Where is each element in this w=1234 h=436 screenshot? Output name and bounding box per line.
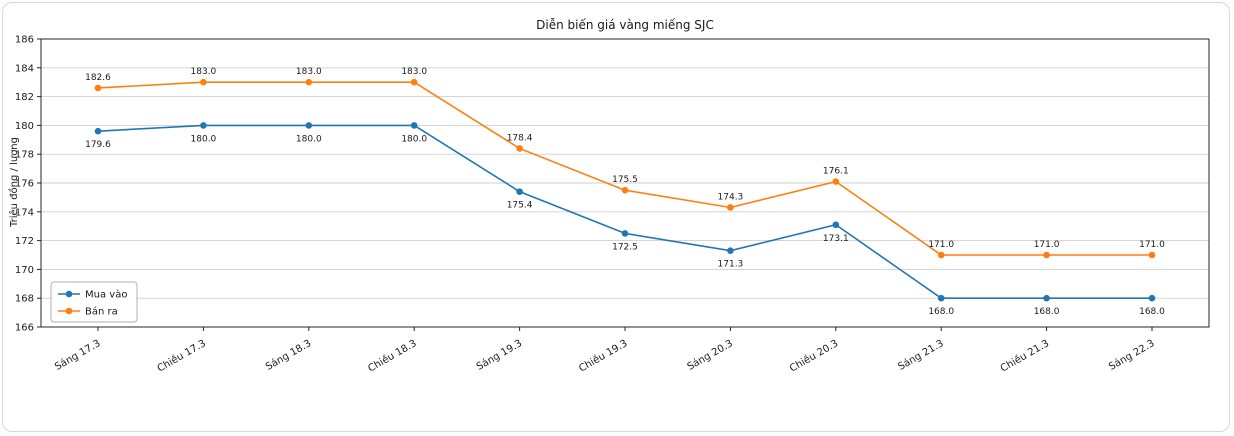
y-axis-title: Triệu đồng / lượng bbox=[8, 137, 20, 228]
y-axis: 166 168 170 172 174 176 178 180 182 184 186 bbox=[15, 35, 41, 334]
data-point-label: 178.4 bbox=[507, 133, 533, 143]
data-point-marker bbox=[937, 294, 945, 302]
y-tick-label: 182 bbox=[15, 92, 34, 103]
x-tick-label: Chiều 21.3 bbox=[998, 337, 1051, 374]
data-point-label: 180.0 bbox=[191, 134, 217, 144]
data-point-label: 183.0 bbox=[401, 67, 427, 77]
legend-box bbox=[50, 281, 138, 323]
x-tick-label: Chiều 18.3 bbox=[366, 337, 419, 374]
data-point-marker bbox=[94, 84, 102, 92]
plot-area: 166 168 170 172 174 176 178 180 182 184 186 Sáng 17… bbox=[15, 35, 1210, 375]
series-mua-vao: 179.6 180.0 180.0 180.0 175.4 172.5 171.3 173.1… bbox=[85, 122, 1165, 317]
x-tick-label: Chiều 20.3 bbox=[787, 337, 840, 374]
data-point-marker bbox=[1043, 294, 1050, 302]
legend-marker bbox=[65, 290, 73, 298]
data-point-label: 180.0 bbox=[401, 134, 427, 144]
data-point-label: 180.0 bbox=[296, 134, 322, 144]
data-point-label: 174.3 bbox=[718, 192, 744, 202]
legend-label: Mua vào bbox=[85, 289, 127, 301]
data-point-label: 183.0 bbox=[191, 67, 217, 77]
data-point-marker bbox=[1148, 294, 1156, 302]
x-axis: Sáng 17.3 Chiều 17.3 Sáng 18.3 Chiều 18.3 Sá… bbox=[53, 327, 1157, 375]
data-point-label: 168.0 bbox=[1139, 307, 1165, 317]
data-point-marker bbox=[516, 188, 523, 195]
data-point-label: 168.0 bbox=[928, 307, 954, 317]
legend-marker bbox=[65, 307, 73, 315]
x-tick-label: Sáng 20.3 bbox=[685, 337, 735, 373]
data-point-label: 179.6 bbox=[85, 140, 111, 150]
y-tick-label: 186 bbox=[15, 35, 34, 46]
data-point-label: 171.3 bbox=[718, 260, 744, 270]
x-tick-label: Sáng 19.3 bbox=[474, 337, 524, 373]
line-chart: Diễn biến giá vàng miếng SJC Triệu đồng … bbox=[8, 18, 1210, 375]
series-ban-ra: 182.6 183.0 183.0 183.0 178.4 175.5 174.3 176.1… bbox=[85, 67, 1165, 259]
x-tick-label: Sáng 21.3 bbox=[896, 337, 946, 373]
y-tick-label: 170 bbox=[15, 265, 34, 276]
data-point-marker bbox=[832, 178, 840, 185]
data-point-marker bbox=[727, 247, 734, 254]
data-point-marker bbox=[937, 251, 945, 259]
data-point-marker bbox=[94, 127, 102, 135]
legend-label: Bán ra bbox=[85, 306, 118, 318]
data-point-marker bbox=[200, 78, 207, 86]
data-point-marker bbox=[1148, 251, 1156, 259]
data-point-marker bbox=[832, 221, 840, 229]
y-tick-label: 174 bbox=[15, 207, 34, 218]
data-point-label: 172.5 bbox=[612, 242, 638, 252]
data-point-marker bbox=[516, 145, 523, 152]
y-tick-label: 184 bbox=[15, 63, 34, 74]
data-point-marker bbox=[1043, 251, 1050, 259]
y-tick-label: 168 bbox=[15, 294, 34, 305]
x-tick-label: Chiều 17.3 bbox=[155, 337, 208, 374]
data-point-marker bbox=[410, 122, 418, 129]
y-tick-label: 166 bbox=[15, 323, 34, 334]
series-line bbox=[97, 81, 1152, 256]
data-point-label: 175.4 bbox=[507, 201, 533, 211]
data-point-marker bbox=[727, 204, 734, 211]
x-tick-label: Sáng 22.3 bbox=[1107, 337, 1157, 373]
y-tick-label: 172 bbox=[15, 236, 34, 247]
data-point-label: 171.0 bbox=[1034, 240, 1060, 250]
data-point-label: 173.1 bbox=[823, 234, 849, 244]
y-tick-label: 176 bbox=[15, 179, 34, 190]
x-tick-label: Sáng 17.3 bbox=[53, 337, 103, 373]
data-point-label: 171.0 bbox=[1139, 240, 1165, 250]
x-tick-label: Chiều 19.3 bbox=[577, 337, 630, 374]
data-point-marker bbox=[410, 78, 418, 86]
data-point-label: 176.1 bbox=[823, 167, 849, 177]
data-point-label: 175.5 bbox=[612, 175, 638, 185]
x-tick-label: Sáng 18.3 bbox=[263, 337, 313, 373]
y-tick-label: 178 bbox=[15, 150, 34, 161]
data-point-label: 182.6 bbox=[85, 73, 111, 83]
data-point-marker bbox=[200, 122, 207, 129]
data-point-label: 183.0 bbox=[296, 67, 322, 77]
data-point-marker bbox=[305, 78, 313, 86]
chart-title: Diễn biến giá vàng miếng SJC bbox=[536, 18, 714, 32]
data-point-marker bbox=[621, 186, 629, 194]
data-point-label: 168.0 bbox=[1034, 307, 1060, 317]
data-point-label: 171.0 bbox=[928, 240, 954, 250]
y-tick-label: 180 bbox=[15, 121, 34, 132]
legend: Mua vào Bán ra bbox=[50, 281, 138, 323]
data-point-marker bbox=[621, 230, 629, 237]
data-point-marker bbox=[305, 122, 313, 129]
